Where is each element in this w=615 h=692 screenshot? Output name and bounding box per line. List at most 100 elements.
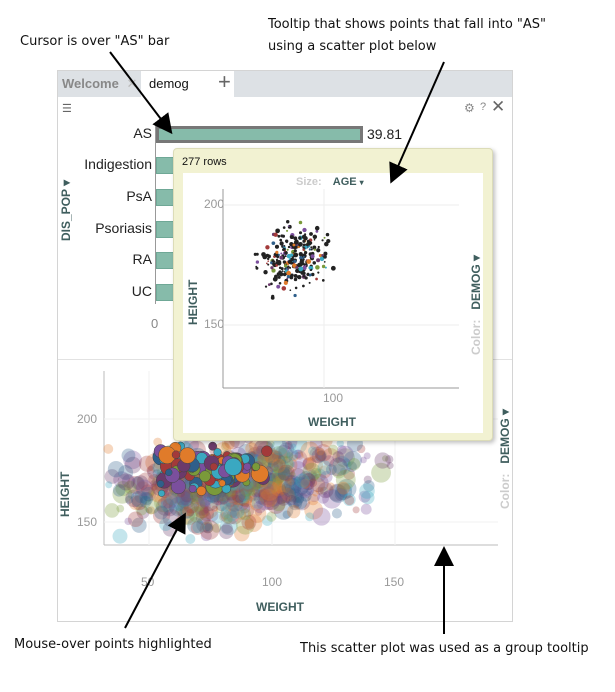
scatter-point[interactable] xyxy=(195,497,204,506)
scatter-point[interactable] xyxy=(284,488,304,508)
bar-as[interactable] xyxy=(156,126,363,143)
scatter-point[interactable] xyxy=(226,494,244,512)
scatter-point[interactable] xyxy=(173,504,181,512)
scatter-point[interactable] xyxy=(327,444,339,455)
scatter-point[interactable] xyxy=(197,493,212,507)
scatter-point[interactable] xyxy=(271,439,288,456)
scatter-point[interactable] xyxy=(118,465,134,480)
scatter-point[interactable] xyxy=(316,447,325,456)
scatter-point[interactable] xyxy=(285,476,293,484)
highlighted-point[interactable] xyxy=(224,457,243,476)
scatter-point[interactable] xyxy=(105,481,113,489)
scatter-point[interactable] xyxy=(271,473,285,486)
scatter-point[interactable] xyxy=(200,530,212,542)
scatter-point[interactable] xyxy=(121,474,136,488)
scatter-point[interactable] xyxy=(275,486,293,504)
scatter-point[interactable] xyxy=(176,489,196,510)
scatter-point[interactable] xyxy=(288,461,308,481)
scatter-point[interactable] xyxy=(266,495,286,514)
scatter-point[interactable] xyxy=(196,496,208,508)
scatter-point[interactable] xyxy=(271,458,286,474)
scatter-point[interactable] xyxy=(267,453,286,472)
highlighted-point[interactable] xyxy=(165,468,173,477)
scatter-point[interactable] xyxy=(251,496,265,510)
scatter-point[interactable] xyxy=(145,506,153,514)
scatter-plot[interactable] xyxy=(58,371,512,621)
scatter-point[interactable] xyxy=(312,468,327,483)
scatter-point[interactable] xyxy=(302,457,315,470)
scatter-point[interactable] xyxy=(294,452,301,459)
scatter-point[interactable] xyxy=(186,509,194,517)
scatter-point[interactable] xyxy=(264,483,274,493)
scatter-point[interactable] xyxy=(273,490,288,505)
scatter-point[interactable] xyxy=(335,448,355,468)
scatter-point[interactable] xyxy=(279,456,298,474)
scatter-point[interactable] xyxy=(258,486,278,506)
highlighted-point[interactable] xyxy=(179,447,196,464)
scatter-point[interactable] xyxy=(291,454,298,462)
scatter-point[interactable] xyxy=(284,481,300,497)
scatter-point[interactable] xyxy=(164,492,178,506)
scatter-point[interactable] xyxy=(284,441,293,450)
scatter-point[interactable] xyxy=(344,495,355,506)
scatter-point[interactable] xyxy=(294,496,308,510)
scatter-point[interactable] xyxy=(259,488,278,508)
scatter-point[interactable] xyxy=(219,517,238,536)
scatter-point[interactable] xyxy=(292,493,311,511)
scatter-point[interactable] xyxy=(295,451,304,460)
scatter-point[interactable] xyxy=(332,456,352,476)
scatter-point[interactable] xyxy=(273,459,284,470)
scatter-point[interactable] xyxy=(132,475,149,491)
scatter-point[interactable] xyxy=(239,502,251,514)
scatter-point[interactable] xyxy=(222,510,231,519)
scatter-point[interactable] xyxy=(154,505,169,520)
color-by-selector[interactable]: Color: DEMOG ▾ xyxy=(498,408,512,509)
scatter-point[interactable] xyxy=(262,498,276,511)
scatter-point[interactable] xyxy=(240,503,255,517)
scatter-point[interactable] xyxy=(386,462,394,470)
scatter-point[interactable] xyxy=(113,471,130,488)
scatter-point[interactable] xyxy=(293,496,300,503)
scatter-point[interactable] xyxy=(271,469,287,484)
highlighted-point[interactable] xyxy=(218,479,226,487)
scatter-point[interactable] xyxy=(121,448,136,463)
scatter-point[interactable] xyxy=(290,443,297,450)
scatter-point[interactable] xyxy=(199,506,214,522)
scatter-point[interactable] xyxy=(181,496,190,506)
scatter-point[interactable] xyxy=(225,501,241,517)
scatter-point[interactable] xyxy=(202,522,214,534)
scatter-point[interactable] xyxy=(159,518,173,531)
scatter-point[interactable] xyxy=(272,459,291,478)
scatter-point[interactable] xyxy=(269,469,280,479)
scatter-point[interactable] xyxy=(334,487,348,501)
scatter-point[interactable] xyxy=(302,462,322,482)
scatter-point[interactable] xyxy=(315,487,324,495)
scatter-point[interactable] xyxy=(232,494,250,512)
scatter-point[interactable] xyxy=(340,467,347,475)
scatter-point[interactable] xyxy=(300,490,312,502)
scatter-point[interactable] xyxy=(117,473,135,491)
scatter-point[interactable] xyxy=(317,482,334,499)
scatter-point[interactable] xyxy=(194,502,209,517)
scatter-point[interactable] xyxy=(199,519,220,540)
scatter-point[interactable] xyxy=(193,498,211,516)
scatter-point[interactable] xyxy=(150,479,158,487)
scatter-point[interactable] xyxy=(127,492,135,499)
scatter-point[interactable] xyxy=(288,496,303,511)
scatter-point[interactable] xyxy=(273,500,294,520)
scatter-point[interactable] xyxy=(116,504,125,513)
scatter-point[interactable] xyxy=(336,481,350,495)
scatter-point[interactable] xyxy=(248,504,267,523)
scatter-point[interactable] xyxy=(289,476,309,497)
scatter-point[interactable] xyxy=(226,508,243,525)
scatter-point[interactable] xyxy=(143,491,153,502)
scatter-point[interactable] xyxy=(289,471,296,478)
scatter-point[interactable] xyxy=(283,472,293,482)
scatter-point[interactable] xyxy=(245,442,258,456)
scatter-point[interactable] xyxy=(243,493,250,500)
scatter-point[interactable] xyxy=(183,497,200,514)
scatter-point[interactable] xyxy=(294,494,305,504)
scatter-point[interactable] xyxy=(317,491,330,504)
scatter-point[interactable] xyxy=(342,493,356,507)
scatter-point[interactable] xyxy=(256,494,273,511)
